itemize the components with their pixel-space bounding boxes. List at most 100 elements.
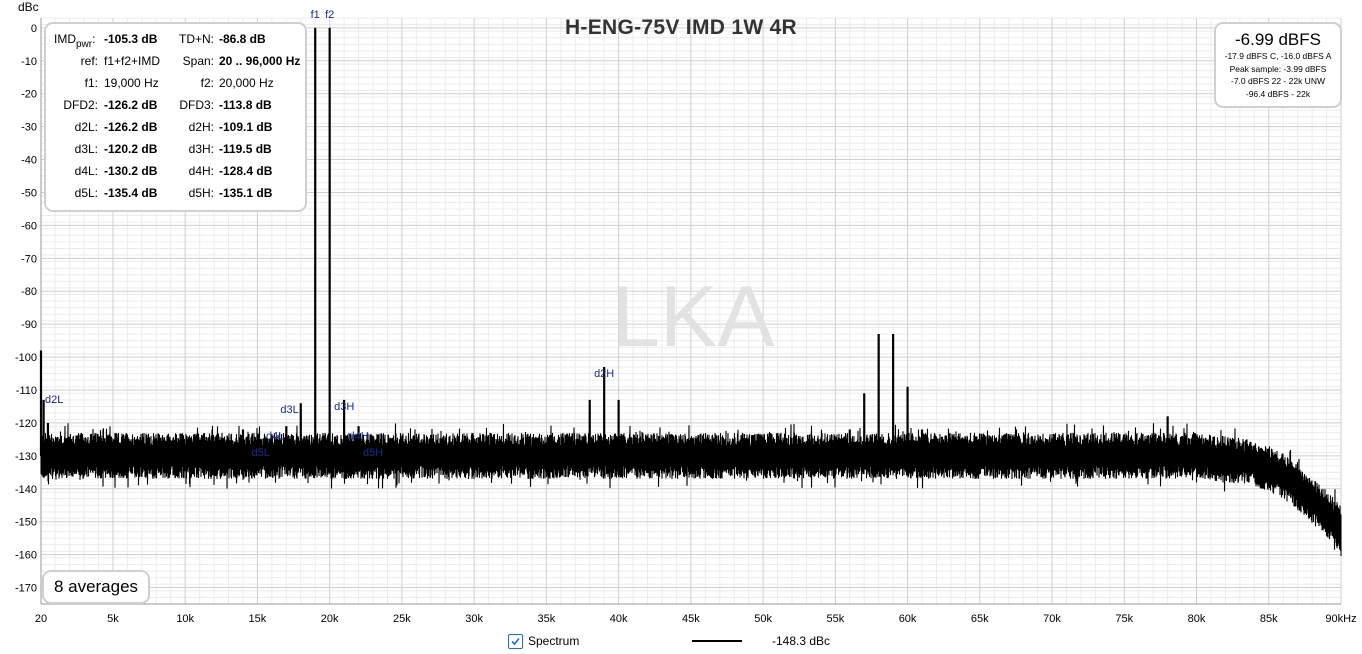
peak-annotation: d3H xyxy=(334,401,354,413)
y-axis-ticks: 0 -10 -20 -30 -40 -50 -60 -70 -80 -90 -100 -110 -120… xyxy=(15,23,37,595)
stat-value: -126.2 dB xyxy=(104,120,158,134)
stat-value: -109.1 dB xyxy=(219,120,273,134)
stat-key: ref: xyxy=(80,54,98,68)
stat-value: -126.2 dB xyxy=(104,98,158,112)
x-axis-ticks: 20 5k 10k 15k 20k 25k 30k 35k 40k 45k 50k 55k 60k 65k… xyxy=(35,613,1357,625)
legend-value: -148.3 dBc xyxy=(772,634,831,648)
x-tick-label: 30k xyxy=(465,613,483,625)
x-tick-label: 10k xyxy=(176,613,194,625)
y-tick-label: 0 xyxy=(31,23,37,35)
y-tick-label: -50 xyxy=(21,187,37,199)
y-tick-label: -100 xyxy=(15,352,37,364)
x-tick-label: 35k xyxy=(538,613,556,625)
y-tick-label: -70 xyxy=(21,253,37,265)
x-tick-label: 50k xyxy=(754,613,772,625)
stat-value: 19,000 Hz xyxy=(104,76,159,90)
x-tick-label: 65k xyxy=(971,613,989,625)
level-line: -17.9 dBFS C, -16.0 dBFS A xyxy=(1224,51,1332,61)
stat-key: f1: xyxy=(84,76,98,90)
x-tick-label: 15k xyxy=(249,613,267,625)
stat-key: DFD2: xyxy=(63,98,98,112)
stat-value: -128.4 dB xyxy=(219,164,273,178)
stat-value: -135.4 dB xyxy=(104,186,158,200)
annotations: f1 f2 d2L d3L d4L d5L d3H d4H d5H d2H xyxy=(45,9,614,459)
stat-key: d3L: xyxy=(74,142,98,156)
y-tick-label: -170 xyxy=(15,583,37,595)
x-tick-label: 20k xyxy=(321,613,339,625)
stat-key: f2: xyxy=(200,76,214,90)
y-tick-label: -60 xyxy=(21,220,37,232)
stat-key: d3H: xyxy=(188,142,214,156)
stat-key: d2L: xyxy=(74,120,98,134)
x-tick-label: 80k xyxy=(1188,613,1206,625)
legend-line-swatch xyxy=(692,640,742,642)
stat-key-sub: pwr xyxy=(76,39,93,50)
x-tick-label: 85k xyxy=(1260,613,1278,625)
stat-value: -130.2 dB xyxy=(104,164,158,178)
peak-annotation: d4H xyxy=(349,430,369,442)
y-tick-label: -120 xyxy=(15,418,37,430)
checkmark-icon xyxy=(511,637,520,646)
spectrum-checkbox[interactable] xyxy=(508,634,523,649)
peak-annotation: d2L xyxy=(45,394,63,406)
peak-annotation: d3L xyxy=(280,404,298,416)
stat-key: d5L: xyxy=(74,186,98,200)
level-line: -96.4 dBFS - 22k xyxy=(1245,88,1311,99)
peak-annotation: f2 xyxy=(325,9,334,21)
stat-value: -105.3 dB xyxy=(104,32,158,46)
x-tick-label: 60k xyxy=(899,613,917,625)
x-tick-label: 5k xyxy=(107,613,119,625)
level-line: -7.0 dBFS 22 - 22k UNW xyxy=(1230,76,1325,87)
stat-key: DFD3: xyxy=(179,98,214,112)
stat-key: Span: xyxy=(182,54,214,68)
x-tick-label: 55k xyxy=(826,613,844,625)
watermark: LKA xyxy=(612,269,775,365)
y-tick-label: -130 xyxy=(15,451,37,463)
stat-value: 20 .. 96,000 Hz xyxy=(219,54,301,68)
peak-annotation: d5H xyxy=(363,447,383,459)
y-tick-label: -80 xyxy=(21,286,37,298)
x-tick-label: 40k xyxy=(610,613,628,625)
stat-key: d5H: xyxy=(188,186,214,200)
stat-value: -135.1 dB xyxy=(219,186,273,200)
level-line: Peak sample: -3.99 dBFS xyxy=(1229,63,1327,74)
stat-value: -113.8 dB xyxy=(219,98,272,112)
x-tick-label: 90kHz xyxy=(1325,613,1356,625)
x-tick-label: 70k xyxy=(1043,613,1061,625)
peak-annotation: d5L xyxy=(252,447,270,459)
y-tick-label: -40 xyxy=(21,155,37,167)
x-tick-label: 20 xyxy=(35,613,47,625)
stat-value: -86.8 dB xyxy=(219,32,266,46)
y-tick-label: -10 xyxy=(21,56,37,68)
level-panel: -6.99 dBFS -17.9 dBFS C, -16.0 dBFS A Pe… xyxy=(1214,22,1342,108)
x-tick-label: 75k xyxy=(1115,613,1133,625)
peak-annotation: d2H xyxy=(594,368,614,380)
stat-key: d4H: xyxy=(188,164,214,178)
y-tick-label: -140 xyxy=(15,484,37,496)
stat-value: f1+f2+IMD xyxy=(104,54,161,68)
stat-key: d2H: xyxy=(188,120,214,134)
stat-value: -120.2 dB xyxy=(104,142,158,156)
x-tick-label: 45k xyxy=(682,613,700,625)
peak-annotation: d4L xyxy=(266,430,284,442)
y-axis-label: dBc xyxy=(18,0,39,14)
peak-annotation: f1 xyxy=(311,9,320,21)
x-tick-label: 25k xyxy=(393,613,411,625)
y-tick-label: -150 xyxy=(15,517,37,529)
level-main: -6.99 dBFS xyxy=(1235,30,1321,49)
imd-stats-panel: IMDpwr: -105.3 dB TD+N: -86.8 dB ref: f1+f2+I… xyxy=(44,22,307,212)
y-tick-label: -90 xyxy=(21,319,37,331)
stat-key: TD+N: xyxy=(178,32,214,46)
stat-value: -119.5 dB xyxy=(219,142,272,156)
y-tick-label: -20 xyxy=(21,89,37,101)
legend-spectrum-label[interactable]: Spectrum xyxy=(528,634,580,648)
spectrum-noise-trace xyxy=(40,423,1342,556)
chart-title: H-ENG-75V IMD 1W 4R xyxy=(564,16,798,39)
stat-key-base: IMD xyxy=(54,32,76,46)
y-tick-label: -30 xyxy=(21,122,37,134)
y-tick-label: -160 xyxy=(15,550,37,562)
series-spectrum xyxy=(39,27,1342,556)
stat-key: IMDpwr: xyxy=(54,32,96,50)
stat-key: d4L: xyxy=(74,164,98,178)
